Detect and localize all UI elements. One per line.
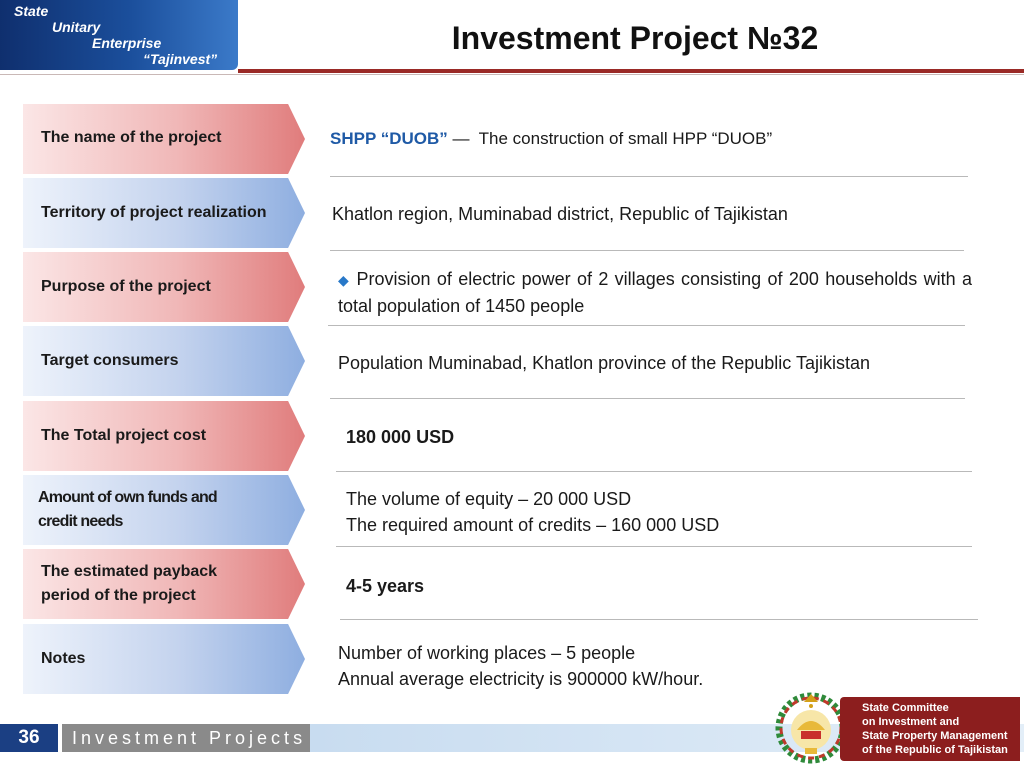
diamond-bullet-icon: ◆ — [338, 272, 351, 288]
payback-period-value: 4-5 years — [346, 576, 425, 596]
committee-line-3: State Property Management — [862, 730, 1008, 742]
logo-line-4: “Tajinvest” — [143, 51, 218, 67]
label-purpose: Purpose of the project — [23, 252, 305, 322]
required-credits: The required amount of credits – 160 000… — [346, 515, 720, 535]
project-name-description: The construction of small HPP “DUOB” — [478, 129, 773, 148]
annual-electricity: Annual average electricity is 900000 kW/… — [338, 669, 704, 689]
logo-line-1: State — [14, 3, 49, 19]
target-consumers-value: Population Muminabad, Khatlon province o… — [338, 353, 870, 373]
label-total-cost: The Total project cost — [23, 401, 305, 471]
row-divider — [336, 471, 972, 472]
purpose-value: ◆ Provision of electric power of 2 villa… — [338, 266, 972, 319]
title-divider-thin — [0, 74, 1024, 75]
label-project-name: The name of the project — [23, 104, 305, 174]
row-divider — [340, 619, 978, 620]
logo-line-3: Enterprise — [92, 35, 162, 51]
notes-value: Number of working places – 5 people Annu… — [338, 640, 703, 692]
label-payback-period: The estimated payback period of the proj… — [23, 549, 305, 619]
tajikistan-emblem-icon — [775, 692, 847, 764]
title-divider — [238, 69, 1024, 73]
state-committee-badge: State Committee on Investment and State … — [840, 697, 1020, 761]
page-number: 36 — [0, 724, 58, 752]
row-divider — [336, 546, 972, 547]
page-title: Investment Project №32 — [451, 20, 819, 56]
total-cost-value: 180 000 USD — [346, 427, 455, 447]
footer-section-title: Investment Projects — [62, 724, 310, 752]
logo-line-2: Unitary — [52, 19, 101, 35]
label-territory: Territory of project realization — [23, 178, 305, 248]
project-name-highlight: SHPP “DUOB” — [330, 129, 448, 148]
label-own-funds: Amount of own funds and credit needs — [23, 475, 305, 545]
purpose-text: Provision of electric power of 2 village… — [338, 269, 972, 316]
committee-line-1: State Committee — [862, 702, 949, 714]
row-divider — [330, 176, 968, 177]
own-funds-value: The volume of equity – 20 000 USD The re… — [346, 486, 719, 538]
project-name-dash: — — [452, 129, 470, 148]
committee-line-4: of the Republic of Tajikistan — [862, 744, 1008, 756]
label-notes: Notes — [23, 624, 305, 694]
committee-line-2: on Investment and — [862, 716, 960, 728]
tajinvest-logo: State Unitary Enterprise “Tajinvest” — [0, 0, 238, 70]
territory-value: Khatlon region, Muminabad district, Repu… — [332, 204, 788, 224]
row-divider — [330, 398, 965, 399]
label-target-consumers: Target consumers — [23, 326, 305, 396]
project-name-value: SHPP “DUOB” — The construction of small … — [330, 126, 772, 152]
row-divider — [328, 325, 965, 326]
working-places: Number of working places – 5 people — [338, 643, 636, 663]
row-divider — [330, 250, 964, 251]
equity-volume: The volume of equity – 20 000 USD — [346, 489, 632, 509]
